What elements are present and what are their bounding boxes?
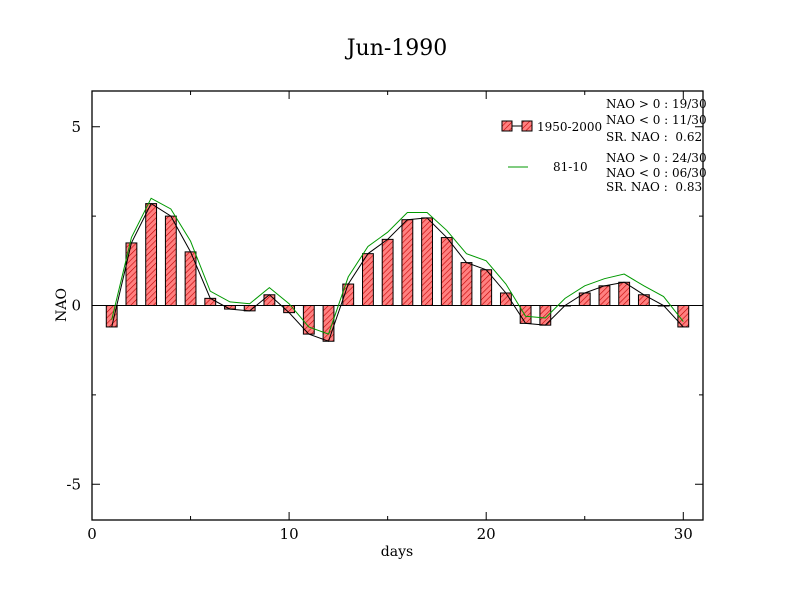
y-tick-label: -5	[66, 475, 81, 493]
bar-day-3	[145, 203, 158, 306]
legend-swatch-bar-right	[521, 120, 533, 132]
bar-day-26	[598, 285, 611, 306]
line-81-10	[111, 197, 684, 335]
stat-8110-sr: SR. NAO : 0.83	[606, 180, 702, 194]
line-series-0	[111, 202, 684, 342]
x-tick-label: 20	[477, 525, 496, 543]
bar-day-6	[204, 297, 217, 307]
x-tick-label: 30	[674, 525, 693, 543]
chart-title: Jun-1990	[345, 36, 448, 61]
bar-day-18	[440, 237, 453, 306]
legend-label-1950-2000: 1950-2000	[537, 120, 602, 134]
bar-day-22	[519, 305, 532, 324]
stat-1950-pos: NAO > 0 : 19/30	[606, 97, 707, 111]
stat-8110-neg: NAO < 0 : 06/30	[606, 166, 707, 180]
bar-day-17	[421, 217, 433, 307]
x-tick-label: 0	[87, 525, 97, 543]
axes: 0 10 20 30 -5 0 5	[66, 91, 703, 543]
y-tick-label: 5	[71, 118, 81, 136]
y-axis-label: NAO	[54, 288, 70, 322]
stat-1950-sr: SR. NAO : 0.62	[606, 130, 702, 144]
legend-swatch-bar-left	[501, 120, 513, 132]
plot-area	[92, 197, 703, 342]
stat-1950-neg: NAO < 0 : 11/30	[606, 113, 707, 127]
bar-day-4	[164, 215, 177, 306]
bar-day-19	[460, 262, 473, 307]
legend: 1950-2000 81-10 NAO > 0 : 19/30 NAO < 0 …	[501, 97, 707, 194]
bar-day-1	[105, 305, 118, 328]
stat-8110-pos: NAO > 0 : 24/30	[606, 151, 707, 165]
bar-day-20	[480, 269, 493, 306]
bar-day-16	[401, 219, 414, 306]
bar-day-9	[263, 294, 276, 306]
bar-day-23	[539, 305, 552, 326]
bar-day-27	[618, 281, 631, 307]
bar-day-14	[362, 253, 374, 307]
y-tick-label: 0	[71, 297, 81, 315]
x-tick-label: 10	[280, 525, 299, 543]
x-axis-label: days	[381, 544, 413, 560]
legend-label-81-10: 81-10	[553, 160, 588, 174]
bar-day-15	[381, 238, 394, 306]
